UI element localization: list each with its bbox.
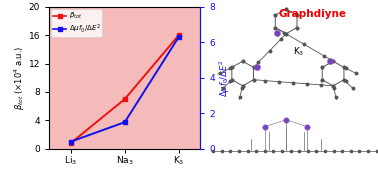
Y-axis label: $\Delta\mu f_0/\Delta E^2$: $\Delta\mu f_0/\Delta E^2$	[218, 59, 232, 97]
Text: K$_3$: K$_3$	[293, 46, 304, 58]
Text: Graphdiyne: Graphdiyne	[278, 9, 346, 19]
Legend: $\beta_{tot}$, $\Delta\mu f_0/\Delta E^2$: $\beta_{tot}$, $\Delta\mu f_0/\Delta E^2…	[51, 9, 102, 37]
Y-axis label: $\beta_{tot}$ ($\times$10$^4$ a.u.): $\beta_{tot}$ ($\times$10$^4$ a.u.)	[13, 46, 27, 110]
